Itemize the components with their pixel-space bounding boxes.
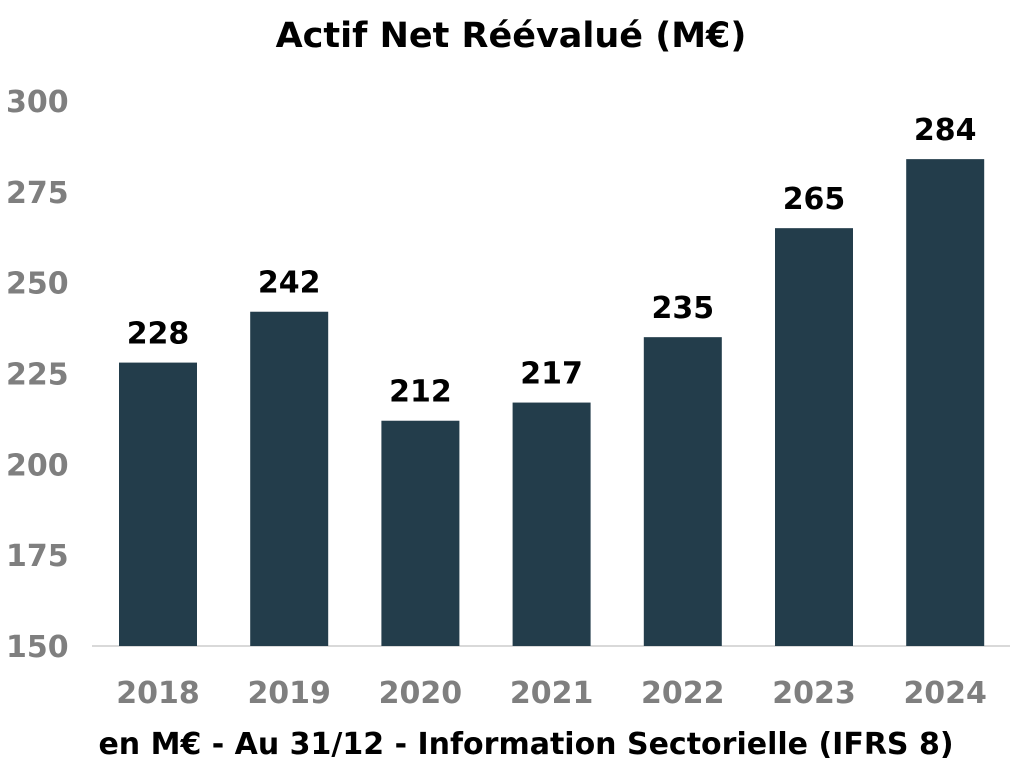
bar	[512, 402, 591, 646]
bar	[381, 420, 460, 646]
x-tick-label: 2019	[247, 676, 331, 711]
y-tick-label: 175	[6, 539, 69, 574]
data-label: 284	[914, 113, 977, 148]
bar	[643, 337, 722, 646]
bar	[250, 311, 329, 646]
y-tick-label: 300	[6, 85, 69, 120]
x-tick-label: 2021	[510, 676, 594, 711]
bar	[906, 159, 985, 646]
data-labels: 228 242 212 217 235 265 284	[127, 113, 977, 410]
y-tick-label: 275	[6, 176, 69, 211]
bar	[775, 228, 853, 646]
bar-series	[119, 159, 985, 646]
y-tick-label: 225	[6, 358, 69, 393]
data-label: 217	[520, 357, 583, 392]
x-tick-label: 2023	[772, 676, 856, 711]
data-label: 242	[258, 266, 321, 301]
chart-footnote: en M€ - Au 31/12 - Information Sectoriel…	[98, 727, 954, 762]
y-tick-label: 200	[6, 448, 69, 483]
y-axis: 150 175 200 225 250 275 300	[6, 85, 69, 665]
chart-title: Actif Net Réévalué (M€)	[275, 16, 747, 56]
y-tick-label: 250	[6, 267, 69, 302]
x-tick-label: 2022	[641, 676, 725, 711]
x-tick-label: 2024	[903, 676, 987, 711]
data-label: 228	[127, 317, 190, 352]
x-tick-label: 2020	[379, 676, 463, 711]
bar	[119, 362, 197, 646]
data-label: 235	[651, 291, 714, 326]
x-tick-label: 2018	[116, 676, 200, 711]
data-label: 265	[783, 182, 846, 217]
data-label: 212	[389, 375, 452, 410]
x-axis: 2018 2019 2020 2021 2022 2023 2024	[116, 676, 987, 711]
y-tick-label: 150	[6, 630, 69, 665]
